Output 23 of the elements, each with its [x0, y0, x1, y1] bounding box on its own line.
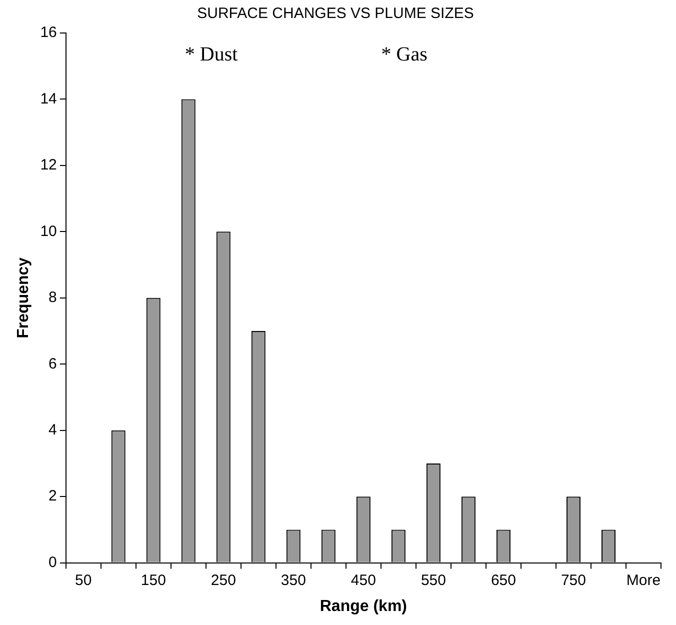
y-tick-label: 0 [48, 554, 57, 571]
x-axis-title: Range (km) [320, 598, 408, 615]
y-tick-label: 2 [48, 488, 57, 505]
y-axis-title: Frequency [15, 257, 32, 338]
y-tick-label: 4 [48, 421, 57, 438]
y-tick-label: 14 [40, 90, 57, 108]
y-tick-label: 10 [40, 222, 57, 240]
x-tick-label: 50 [75, 572, 92, 589]
chart-title: SURFACE CHANGES VS PLUME SIZES [197, 5, 474, 22]
y-tick-label: 8 [48, 289, 57, 306]
x-tick-label: 750 [560, 572, 586, 589]
y-tick-label: 6 [48, 355, 57, 372]
x-tick-label: 150 [140, 572, 166, 589]
x-tick-label: More [626, 572, 661, 589]
annotation: * Dust [184, 43, 238, 66]
x-tick-label: 250 [210, 572, 236, 589]
x-tick-label: 450 [350, 572, 376, 589]
annotation: * Gas [381, 43, 428, 66]
y-tick-label: 16 [40, 24, 57, 42]
x-tick-label: 350 [280, 572, 306, 589]
x-tick-label: 550 [420, 572, 446, 589]
x-tick-label: 650 [490, 572, 516, 589]
y-tick-label: 12 [40, 156, 57, 174]
